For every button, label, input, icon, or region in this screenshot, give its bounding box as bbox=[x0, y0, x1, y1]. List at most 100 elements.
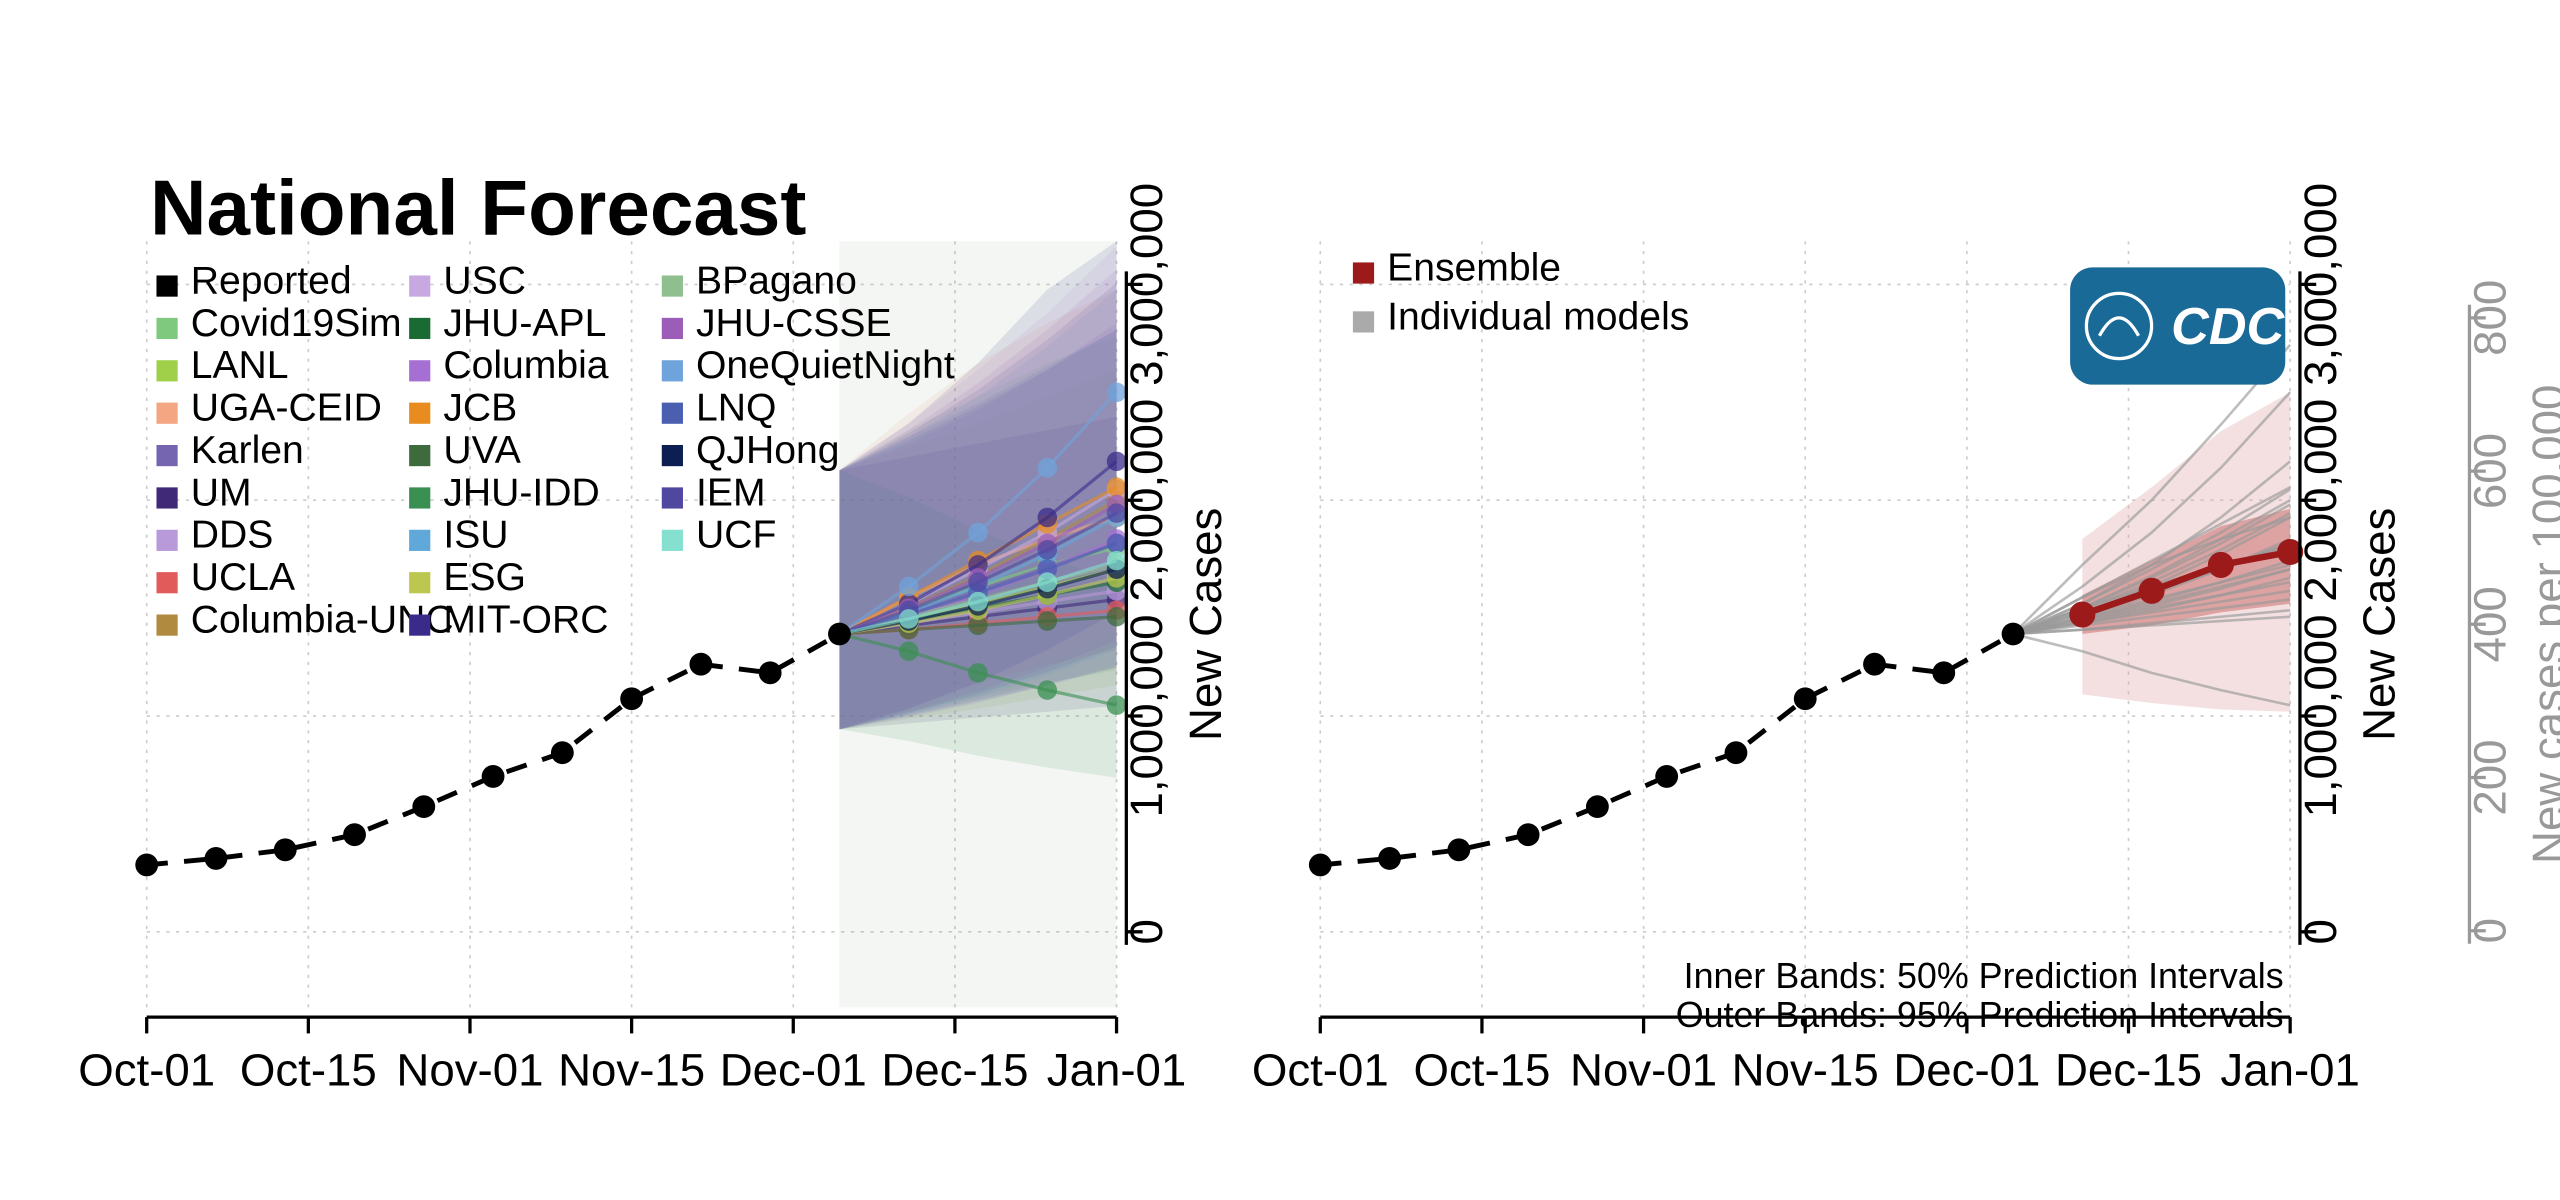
legend-swatch bbox=[662, 530, 683, 551]
y-tick-label: 0 bbox=[1121, 919, 1172, 944]
cdc-badge-text: CDC bbox=[2171, 298, 2285, 356]
legend-swatch bbox=[409, 487, 430, 508]
x-tick-label: Dec-01 bbox=[1893, 1045, 2040, 1096]
reported-marker bbox=[1517, 823, 1540, 846]
model-marker bbox=[1037, 458, 1057, 478]
legend-swatch bbox=[662, 318, 683, 339]
legend-swatch bbox=[156, 530, 177, 551]
legend-swatch bbox=[409, 445, 430, 466]
legend-swatch bbox=[156, 318, 177, 339]
y-tick-label: 2,000,000 bbox=[2295, 399, 2346, 602]
legend-label: JHU-IDD bbox=[443, 471, 599, 514]
legend-swatch bbox=[662, 275, 683, 296]
y-tick-label: 2,000,000 bbox=[1121, 399, 1172, 602]
x-tick-label: Nov-01 bbox=[1570, 1045, 1717, 1096]
legend-swatch bbox=[662, 403, 683, 424]
reported-marker bbox=[1932, 661, 1955, 684]
legend-swatch bbox=[409, 275, 430, 296]
legend-label: DDS bbox=[191, 514, 274, 557]
reported-line bbox=[1320, 634, 2013, 865]
legend-label: QJHong bbox=[696, 429, 839, 472]
reported-marker bbox=[1863, 653, 1886, 676]
x-tick-label: Oct-15 bbox=[240, 1045, 377, 1096]
reported-marker bbox=[135, 854, 158, 877]
footnote: Inner Bands: 50% Prediction Intervals bbox=[1684, 956, 2284, 996]
model-marker bbox=[1037, 508, 1057, 528]
model-marker bbox=[968, 592, 988, 612]
legend-swatch bbox=[662, 487, 683, 508]
x-tick-label: Oct-15 bbox=[1413, 1045, 1550, 1096]
x-tick-label: Nov-01 bbox=[396, 1045, 543, 1096]
y-tick-label: 0 bbox=[2295, 919, 2346, 944]
y2-tick-label: 0 bbox=[2464, 918, 2515, 943]
x-tick-label: Oct-01 bbox=[78, 1045, 215, 1096]
legend-label: ESG bbox=[443, 556, 526, 599]
model-marker bbox=[1037, 680, 1057, 700]
y-axis-label: New Cases bbox=[1180, 508, 1231, 741]
legend-label: UVA bbox=[443, 429, 521, 472]
model-marker bbox=[1037, 572, 1057, 592]
legend-label: JHU-CSSE bbox=[696, 302, 892, 345]
legend-label: Columbia bbox=[443, 344, 608, 387]
y2-tick-label: 400 bbox=[2464, 586, 2515, 662]
reported-marker bbox=[412, 795, 435, 818]
reported-marker bbox=[1447, 838, 1470, 861]
y-tick-label: 1,000,000 bbox=[2295, 615, 2346, 818]
legend-label: Covid19Sim bbox=[191, 302, 402, 345]
legend-label: USC bbox=[443, 259, 526, 302]
page: Oct-01 Oct-15 Nov-01 Nov-15 Dec-01 Dec-15 Jan-… bbox=[0, 0, 2560, 1195]
reported-marker bbox=[689, 653, 712, 676]
reported-marker bbox=[343, 823, 366, 846]
model-marker bbox=[899, 609, 919, 629]
reported-marker bbox=[1655, 765, 1678, 788]
legend-swatch bbox=[156, 403, 177, 424]
x-tick-label: Dec-15 bbox=[2055, 1045, 2202, 1096]
ensemble-marker bbox=[2208, 552, 2234, 578]
x-tick-label: Oct-01 bbox=[1252, 1045, 1389, 1096]
legend-label: OneQuietNight bbox=[696, 344, 955, 387]
legend-label: Reported bbox=[191, 259, 352, 302]
legend-label: BPagano bbox=[696, 259, 857, 302]
y2-tick-label: 800 bbox=[2464, 280, 2515, 356]
x-tick-label: Nov-15 bbox=[1732, 1045, 1879, 1096]
legend-label: LANL bbox=[191, 344, 289, 387]
reported-marker bbox=[1586, 795, 1609, 818]
left-panel: Oct-01Oct-15Nov-01Nov-15Dec-01Dec-15Jan-… bbox=[78, 164, 1231, 1096]
legend-swatch bbox=[156, 275, 177, 296]
legend-swatch bbox=[409, 403, 430, 424]
reported-marker bbox=[551, 741, 574, 764]
legend-label: LNQ bbox=[696, 387, 776, 430]
scale-wrapper: Oct-01 Oct-15 Nov-01 Nov-15 Dec-01 Dec-15 Jan-… bbox=[78, 164, 2560, 1096]
legend-swatch bbox=[662, 445, 683, 466]
legend-label: Individual models bbox=[1387, 295, 1689, 338]
model-marker bbox=[1037, 540, 1057, 560]
legend-swatch bbox=[1353, 262, 1374, 283]
x-tick-label: Dec-01 bbox=[720, 1045, 867, 1096]
legend-label: UM bbox=[191, 471, 252, 514]
legend-label: Karlen bbox=[191, 429, 304, 472]
x-tick-label: Dec-15 bbox=[881, 1045, 1028, 1096]
reported-marker bbox=[205, 847, 228, 870]
reported-marker bbox=[2002, 623, 2025, 646]
legend-swatch bbox=[662, 360, 683, 381]
x-tick-label: Nov-15 bbox=[558, 1045, 705, 1096]
model-marker bbox=[899, 641, 919, 661]
legend-swatch bbox=[1353, 311, 1374, 332]
panel-title: National Forecast bbox=[150, 164, 806, 252]
reported-marker bbox=[1378, 847, 1401, 870]
reported-marker bbox=[620, 687, 643, 710]
legend-swatch bbox=[156, 487, 177, 508]
legend-label: UCLA bbox=[191, 556, 296, 599]
figure-svg: Oct-01 Oct-15 Nov-01 Nov-15 Dec-01 Dec-15 Jan-… bbox=[0, 0, 2560, 1195]
legend-swatch bbox=[156, 615, 177, 636]
footnote: Outer Bands: 95% Prediction Intervals bbox=[1676, 995, 2284, 1035]
model-marker bbox=[1037, 611, 1057, 631]
x-tick-label: Jan-01 bbox=[2220, 1045, 2360, 1096]
legend-label: MIT-ORC bbox=[443, 598, 608, 641]
reported-line bbox=[147, 634, 840, 865]
y2-tick-label: 200 bbox=[2464, 739, 2515, 815]
reported-marker bbox=[1725, 741, 1748, 764]
legend-swatch bbox=[409, 572, 430, 593]
reported-marker bbox=[482, 765, 505, 788]
model-marker bbox=[899, 577, 919, 597]
